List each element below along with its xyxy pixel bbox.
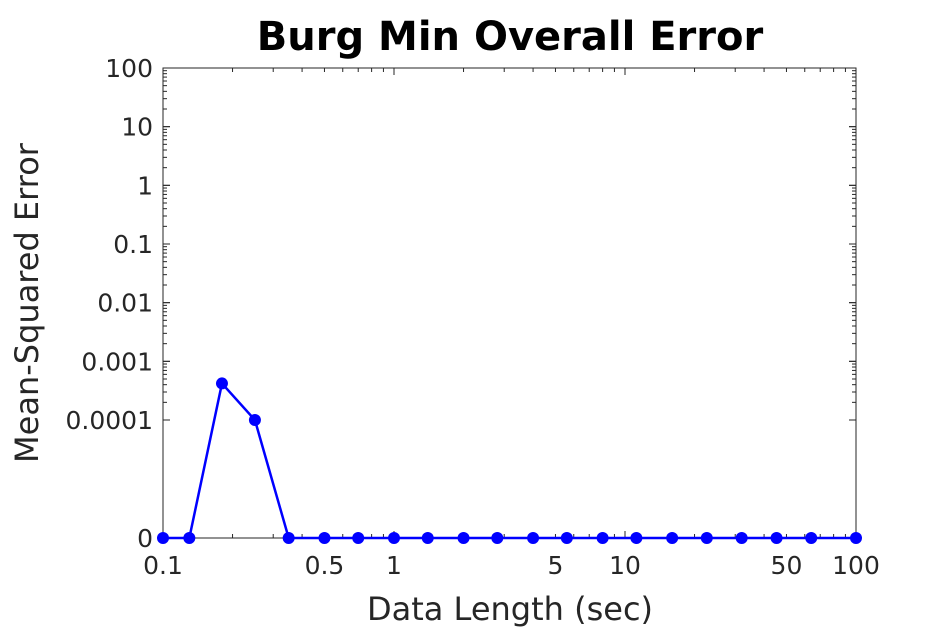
x-axis-label: Data Length (sec) [367, 590, 653, 628]
data-point [850, 532, 862, 544]
y-tick-label: 100 [105, 54, 153, 83]
data-point [318, 532, 331, 544]
data-point [527, 532, 540, 544]
data-point [805, 532, 818, 544]
y-tick-label: 10 [121, 113, 153, 142]
data-point [352, 532, 365, 544]
data-point [183, 532, 196, 544]
chart-title: Burg Min Overall Error [257, 14, 764, 60]
x-tick-label: 0.5 [305, 551, 345, 580]
data-point [388, 532, 400, 544]
x-tick-label: 10 [609, 551, 641, 580]
data-point [421, 532, 434, 544]
data-point [735, 532, 748, 544]
data-point [491, 532, 504, 544]
data-point [157, 532, 169, 544]
plot-area [162, 67, 857, 539]
y-tick-label: 0 [137, 524, 153, 553]
y-tick-label: 0.01 [97, 289, 153, 318]
series-line [163, 380, 856, 540]
data-point [596, 532, 609, 544]
series-layer [157, 377, 862, 544]
data-point [215, 377, 228, 390]
y-tick-label: 0.001 [81, 347, 153, 376]
y-tick-label: 1 [137, 171, 153, 200]
data-point [560, 532, 573, 544]
data-point [770, 532, 783, 544]
data-point [666, 532, 679, 544]
x-tick-label: 100 [832, 551, 880, 580]
x-tick-label: 0.1 [143, 551, 183, 580]
data-point [248, 414, 261, 426]
y-tick-label: 0.1 [113, 230, 153, 259]
data-point [457, 532, 470, 544]
x-tick-label: 1 [386, 551, 402, 580]
y-tick-label: 0.0001 [66, 406, 153, 435]
axis-ticks: 0.1 0.5 1 5 10 50 100 0 0.0001 0.001 0.01 0.1 1 10 100 [66, 54, 880, 580]
data-point [700, 532, 713, 544]
data-point [282, 532, 295, 544]
x-tick-label: 5 [548, 551, 564, 580]
x-tick-label: 50 [771, 551, 803, 580]
y-axis-label: Mean-Squared Error [8, 142, 46, 463]
data-point [630, 532, 643, 544]
